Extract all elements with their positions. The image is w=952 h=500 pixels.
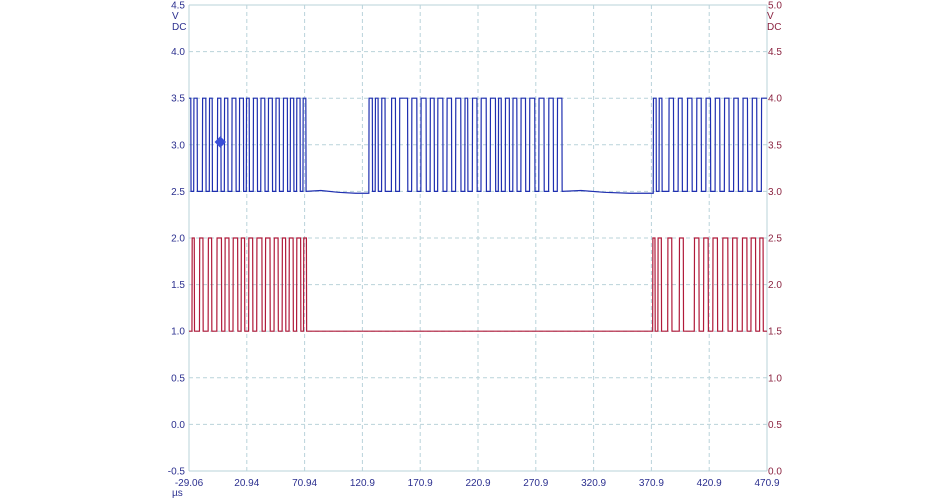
left-axis-tick-label: 4.0 — [171, 47, 185, 58]
x-axis-tick-label: 470.9 — [754, 478, 779, 489]
series-trace-2 — [189, 237, 767, 332]
x-axis-tick-label: 420.9 — [697, 478, 722, 489]
left-axis-tick-label: 1.0 — [171, 327, 185, 338]
left-axis-tick-label: 1.5 — [171, 280, 185, 291]
x-axis-tick-label: 70.94 — [292, 478, 317, 489]
right-axis-tick-label: 2.0 — [768, 280, 782, 291]
x-axis-tick-label: 320.9 — [581, 478, 606, 489]
right-axis-tick-label: 3.5 — [768, 140, 782, 151]
traces — [189, 97, 767, 332]
left-axis: V DC -0.5 0.0 0.5 1.0 1.5 2.0 2.5 3.0 3.5 4.0 4.5 — [168, 1, 187, 478]
x-axis-tick-label: 170.9 — [408, 478, 433, 489]
right-axis-tick-label: 5.0 — [768, 1, 782, 12]
right-axis-unit-dc: DC — [767, 22, 781, 33]
right-axis-tick-label: 4.0 — [768, 94, 782, 105]
right-axis-tick-label: 1.5 — [768, 327, 782, 338]
x-axis-tick-label: 220.9 — [465, 478, 490, 489]
left-axis-tick-label: 3.5 — [171, 94, 185, 105]
right-axis-tick-label: 0.0 — [768, 467, 782, 478]
left-axis-tick-label: 0.0 — [171, 420, 185, 431]
x-axis-tick-label: -29.06 — [175, 478, 204, 489]
left-axis-tick-label: 2.5 — [171, 187, 185, 198]
left-axis-tick-label: 3.0 — [171, 140, 185, 151]
left-axis-tick-label: 4.5 — [171, 1, 185, 12]
markers — [214, 136, 226, 148]
series-trace-1 — [189, 97, 767, 194]
right-axis-tick-label: 4.5 — [768, 47, 782, 58]
left-axis-tick-label: 2.0 — [171, 234, 185, 245]
left-axis-unit-dc: DC — [172, 22, 186, 33]
right-axis: V DC 0.0 0.5 1.0 1.5 2.0 2.5 3.0 3.5 4.0 4.5 5.0 — [767, 1, 782, 478]
x-axis-tick-label: 20.94 — [234, 478, 259, 489]
x-axis-unit: µs — [172, 488, 183, 499]
x-axis-tick-label: 120.9 — [350, 478, 375, 489]
right-axis-tick-label: 2.5 — [768, 234, 782, 245]
right-axis-tick-label: 3.0 — [768, 187, 782, 198]
left-axis-tick-label: 0.5 — [171, 373, 185, 384]
right-axis-unit-v: V — [767, 11, 774, 22]
right-axis-tick-label: 1.0 — [768, 373, 782, 384]
x-axis-tick-label: 370.9 — [639, 478, 664, 489]
x-axis-tick-label: 270.9 — [523, 478, 548, 489]
right-axis-tick-label: 0.5 — [768, 420, 782, 431]
left-axis-tick-label: -0.5 — [168, 467, 186, 478]
left-axis-unit-v: V — [172, 11, 179, 22]
diamond-marker[interactable] — [214, 136, 226, 148]
x-axis: µs -29.06 20.94 70.94 120.9 170.9 220.9 270.9 3… — [172, 478, 780, 499]
